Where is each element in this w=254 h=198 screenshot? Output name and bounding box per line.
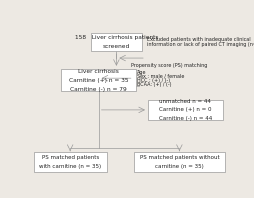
FancyBboxPatch shape [148, 100, 223, 120]
Text: screened: screened [103, 44, 130, 49]
FancyBboxPatch shape [91, 33, 142, 51]
FancyBboxPatch shape [134, 152, 225, 172]
Text: PS matched patients without: PS matched patients without [140, 155, 219, 160]
Text: Carnitine (+) n = 0: Carnitine (+) n = 0 [159, 107, 212, 112]
Text: Carnitine (-) n = 79: Carnitine (-) n = 79 [70, 87, 127, 92]
Text: unmatched n = 44: unmatched n = 44 [159, 99, 211, 104]
Text: with carnitine (n = 35): with carnitine (n = 35) [39, 164, 101, 168]
Text: Carnitine (-) n = 44: Carnitine (-) n = 44 [159, 116, 212, 121]
Text: PS matched patients: PS matched patients [41, 155, 99, 160]
Text: 158   Liver cirrhosis patients: 158 Liver cirrhosis patients [75, 35, 158, 40]
Text: BCAA: (+) / (-): BCAA: (+) / (-) [137, 82, 171, 87]
Text: Propensity score (PS) matching: Propensity score (PS) matching [131, 63, 208, 68]
Text: Age: Age [137, 69, 147, 75]
Text: Sex : male / female: Sex : male / female [137, 74, 184, 79]
FancyBboxPatch shape [34, 152, 107, 172]
Text: information or lack of paired CT imaging (n=44): information or lack of paired CT imaging… [147, 42, 254, 47]
FancyBboxPatch shape [61, 69, 136, 91]
Text: HCC : (+) / (-): HCC : (+) / (-) [137, 78, 170, 83]
Text: Liver cirrhosis: Liver cirrhosis [78, 69, 119, 74]
Text: Excluded patients with inadequate clinical: Excluded patients with inadequate clinic… [147, 37, 250, 42]
Text: Carnitine (+) n = 35: Carnitine (+) n = 35 [69, 78, 129, 83]
Text: carnitine (n = 35): carnitine (n = 35) [155, 164, 204, 168]
